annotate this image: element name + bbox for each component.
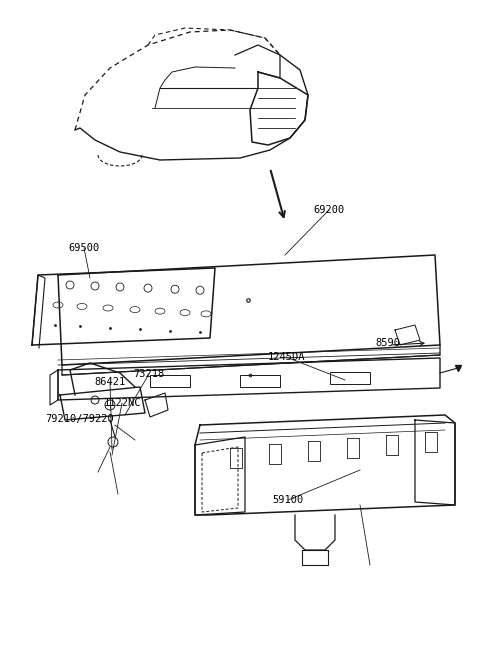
Text: 79210/79220: 79210/79220 xyxy=(46,414,114,424)
Text: 1245DA: 1245DA xyxy=(267,352,305,362)
Text: 86421: 86421 xyxy=(95,377,126,387)
Text: 69500: 69500 xyxy=(68,243,100,253)
Text: 73218: 73218 xyxy=(133,369,165,379)
Text: 69200: 69200 xyxy=(313,205,345,215)
Text: 1122NC: 1122NC xyxy=(103,398,141,408)
Text: 8590: 8590 xyxy=(375,338,400,348)
Text: 59100: 59100 xyxy=(272,495,304,505)
